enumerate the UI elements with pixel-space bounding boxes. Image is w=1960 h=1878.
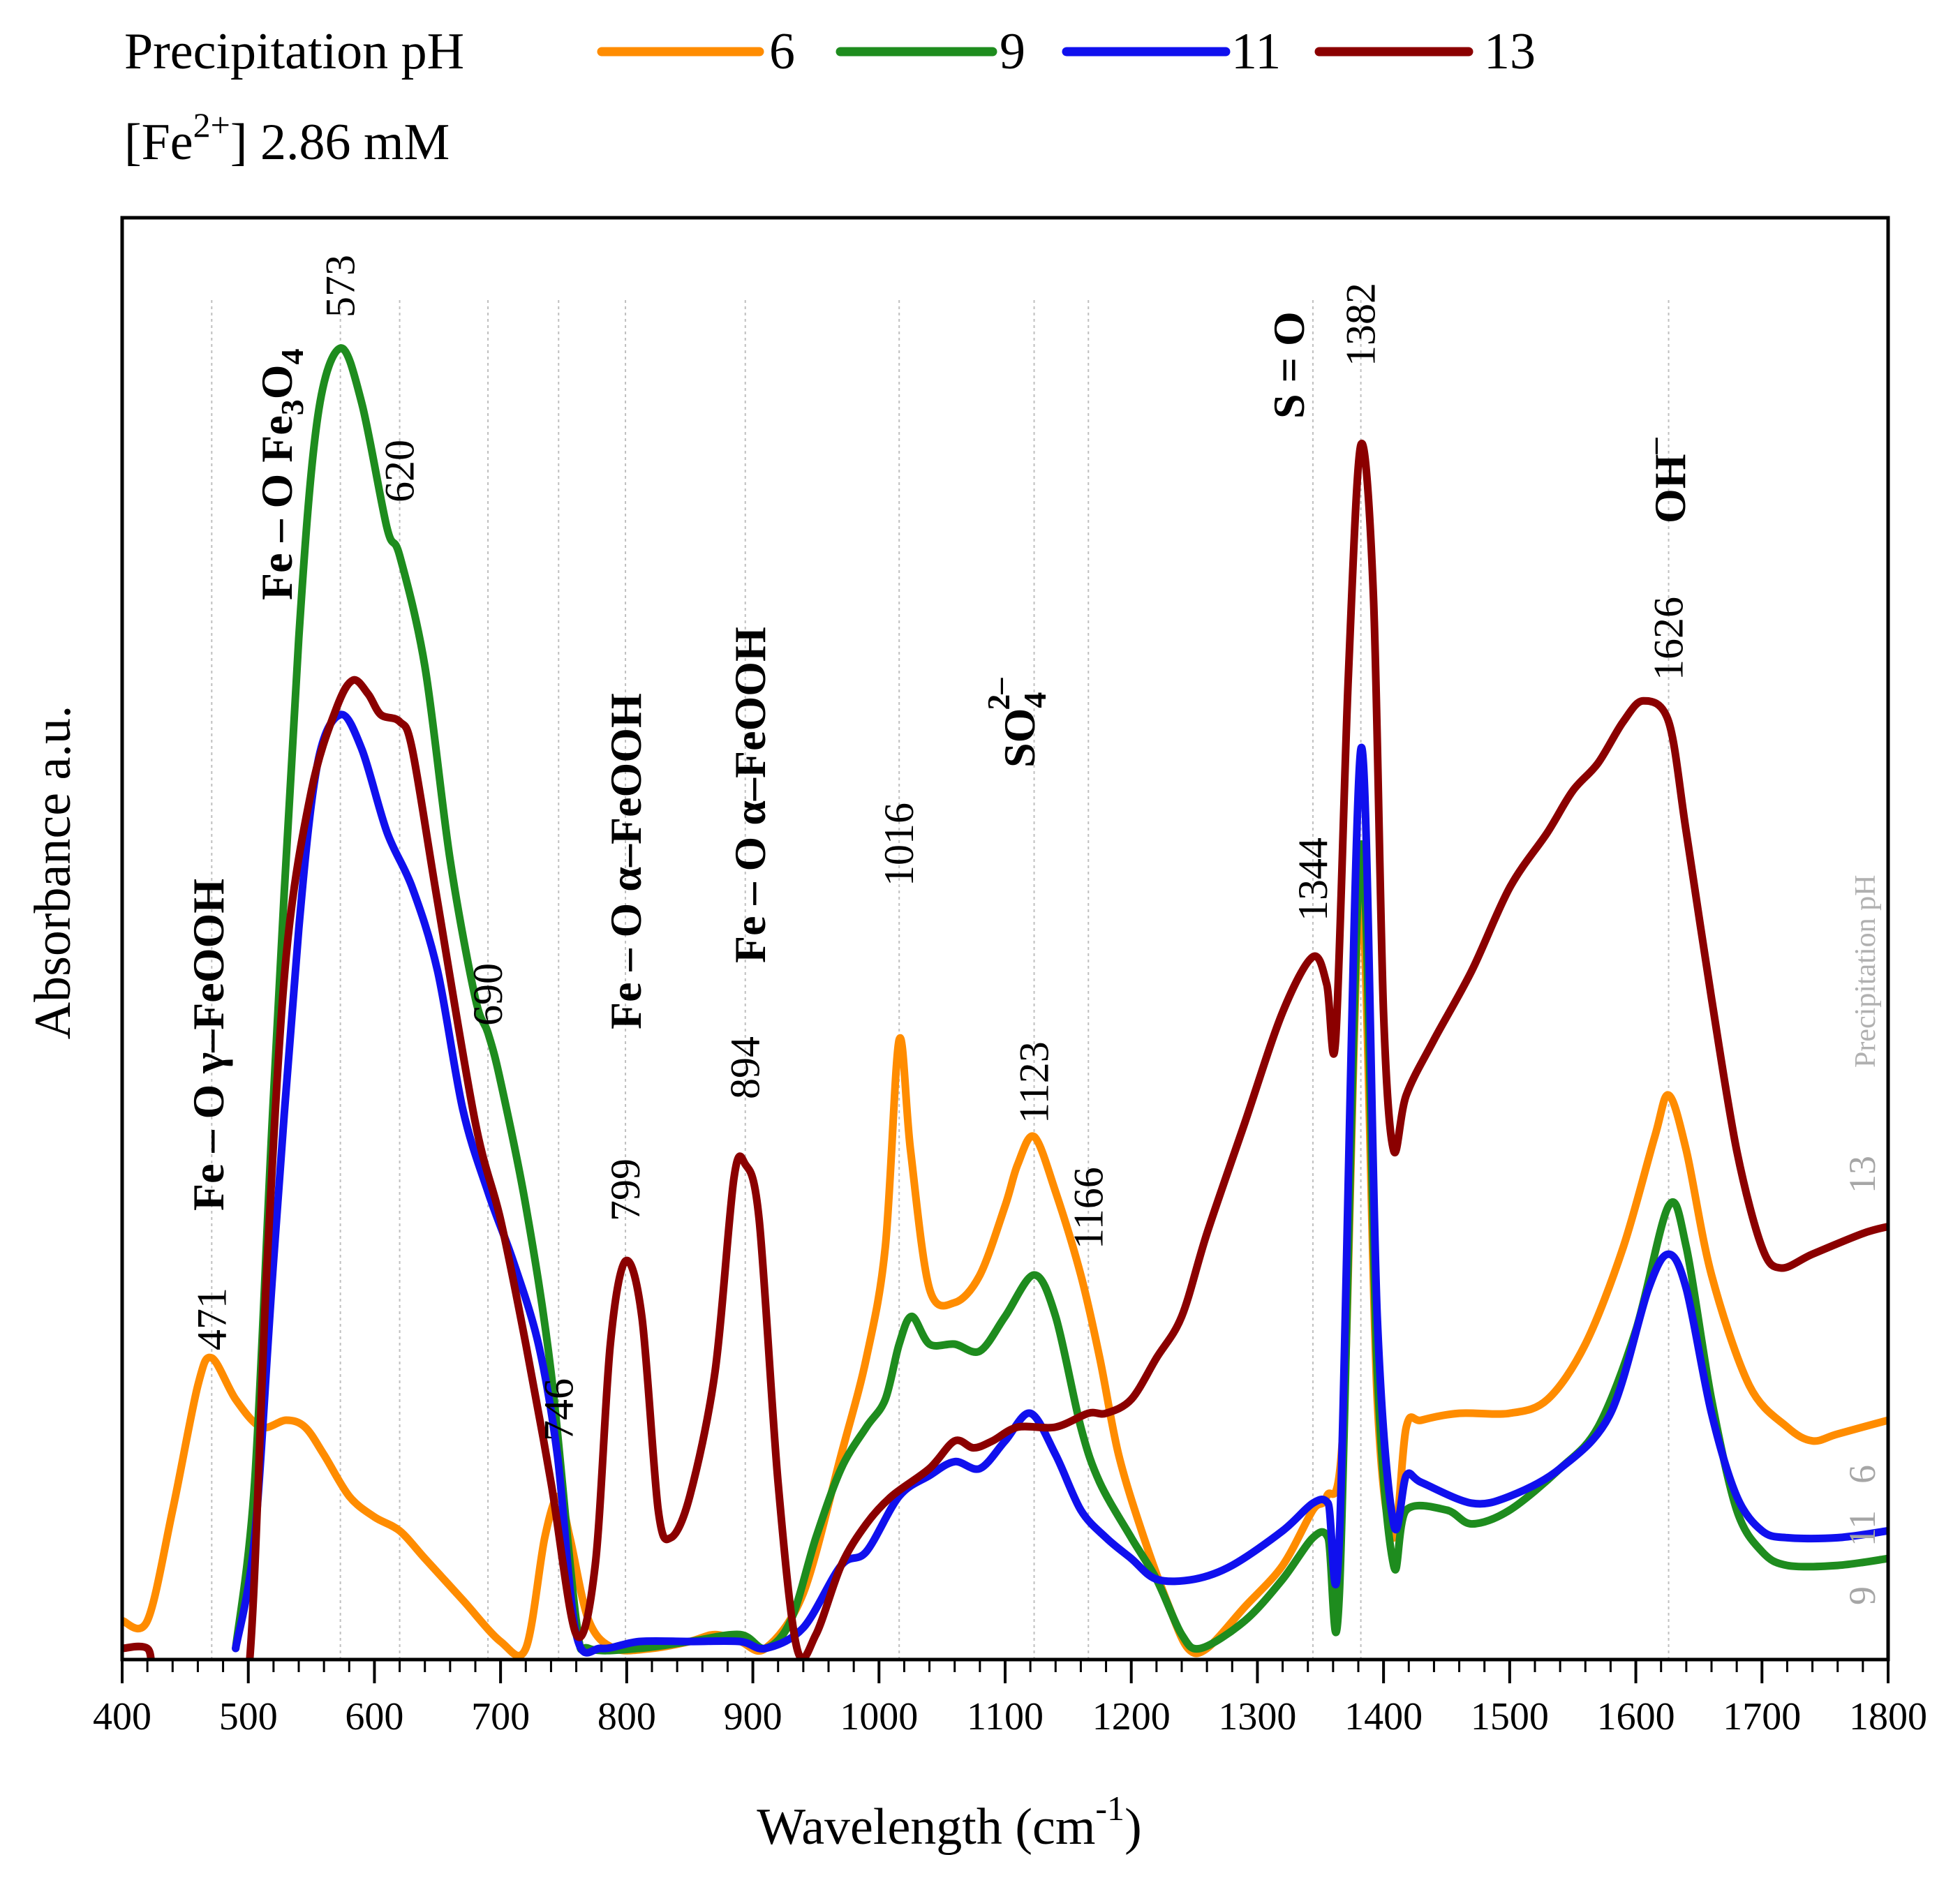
x-tick-label-900: 900 [724,1695,782,1738]
x-tick-label-1000: 1000 [840,1695,918,1738]
peak-label-1626: 1626 [1646,597,1692,680]
x-tick-label-1300: 1300 [1218,1695,1296,1738]
series-line-ph-6 [122,884,1888,1660]
peak-label-1123: 1123 [1011,1041,1057,1124]
legend-label-13: 13 [1484,23,1536,80]
x-tick-label-800: 800 [597,1695,656,1738]
assignment-s-o: S = O [1264,311,1314,419]
x-tick-label-1700: 1700 [1723,1695,1801,1738]
x-axis-title: Wavelength (cm-1) [757,1789,1141,1856]
peak-label-1382: 1382 [1338,283,1384,366]
side-labels: Precipitation pH 13 6 11 9 [1841,875,1883,1605]
peak-label-690: 690 [465,963,511,1026]
assignment-sulfate: SO42– [981,678,1053,768]
legend-label-9: 9 [1000,23,1025,80]
assignment-gamma-feooh: Fe – O γ–FeOOH [184,879,233,1211]
legend-label-6: 6 [769,23,795,80]
x-tick-label-700: 700 [471,1695,530,1738]
x-tick-label-1800: 1800 [1849,1695,1927,1738]
x-axis-ticks: 400 500 600 700 800 900 1000 1100 1200 1300 1400 15… [93,1660,1927,1738]
peak-guides [211,300,1670,1660]
side-label-13: 13 [1841,1156,1883,1193]
legend-title: Precipitation pH [124,23,464,80]
peak-label-746: 746 [535,1378,581,1441]
x-tick-label-500: 500 [219,1695,278,1738]
series-line-ph-13 [122,440,1888,1660]
assignment-oh: OH– [1635,437,1695,523]
x-tick-label-400: 400 [93,1695,151,1738]
assignment-alpha-feooh-894: Fe – O α–FeOOH [725,627,775,963]
series-group [122,344,1888,1660]
side-label-11: 11 [1841,1510,1883,1547]
peak-label-1344: 1344 [1290,837,1336,921]
peak-label-1016: 1016 [876,803,922,886]
plot-frame [120,216,1890,1662]
side-label-6: 6 [1841,1465,1883,1484]
y-axis-title: Absorbance a.u. [24,706,82,1040]
x-tick-label-1500: 1500 [1471,1695,1549,1738]
peak-label-799: 799 [602,1158,648,1221]
legend: Precipitation pH 6 9 11 13 [Fe2+] 2.86 m… [124,23,1536,171]
x-tick-label-1600: 1600 [1597,1695,1675,1738]
x-tick-label-1200: 1200 [1092,1695,1171,1738]
x-tick-label-1100: 1100 [967,1695,1044,1738]
x-tick-label-1400: 1400 [1344,1695,1423,1738]
assignment-fe3o4: Fe – O Fe3O4 [252,348,310,600]
x-tick-label-600: 600 [345,1695,403,1738]
assignment-labels: Fe – O γ–FeOOH Fe – O Fe3O4 Fe – O α–FeO… [184,311,1695,1211]
legend-label-11: 11 [1231,23,1281,80]
peak-label-1166: 1166 [1065,1167,1111,1249]
peak-label-894: 894 [722,1036,769,1099]
side-title: Precipitation pH [1850,875,1882,1068]
peak-label-573: 573 [318,255,364,318]
series-line-ph-9 [232,344,1888,1655]
peak-label-620: 620 [377,440,423,502]
peak-label-471: 471 [188,1288,235,1350]
side-label-9: 9 [1841,1586,1883,1605]
legend-subtitle: [Fe2+] 2.86 mM [124,105,450,171]
assignment-alpha-feooh-799: Fe – O α–FeOOH [601,693,651,1029]
